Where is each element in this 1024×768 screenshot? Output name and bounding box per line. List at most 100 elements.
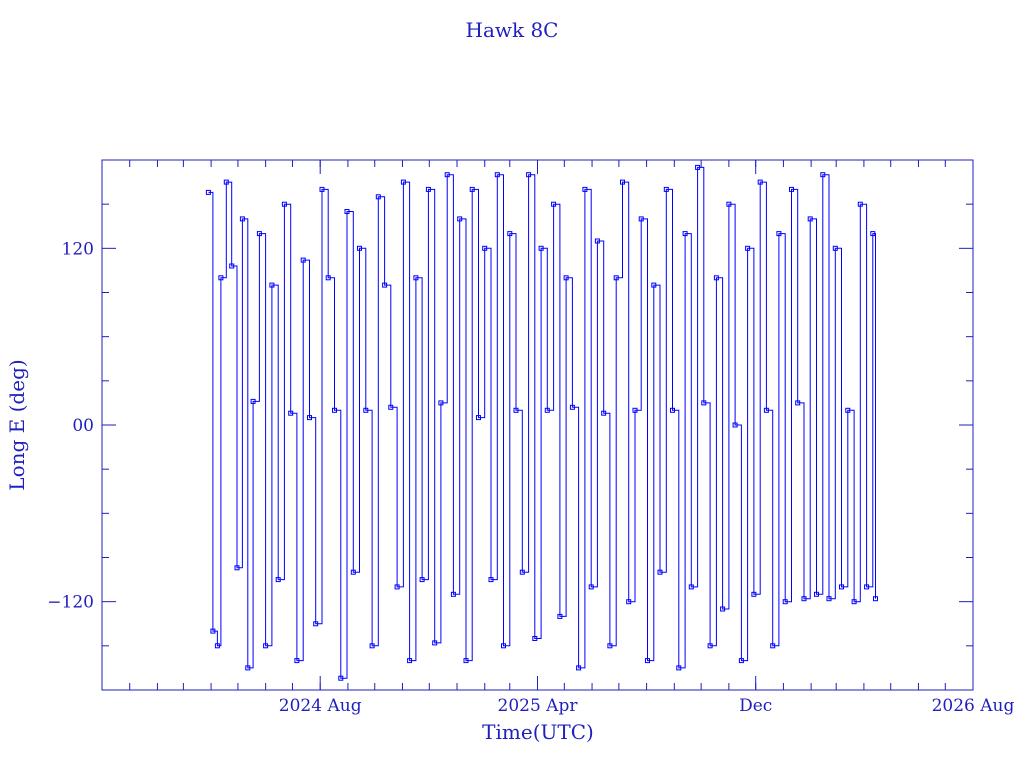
y-tick-label: 120 xyxy=(62,239,94,259)
data-point-marker xyxy=(457,216,463,222)
data-point-marker xyxy=(845,407,851,413)
data-point-marker xyxy=(651,282,657,288)
data-point-marker xyxy=(344,209,350,214)
data-point-marker xyxy=(281,201,287,207)
data-point-marker xyxy=(551,201,557,207)
data-point-marker xyxy=(275,577,281,583)
data-point-marker xyxy=(795,400,801,406)
data-point-marker xyxy=(325,275,331,281)
series-group xyxy=(205,164,878,681)
data-point-marker xyxy=(450,591,456,597)
data-point-marker xyxy=(369,643,375,649)
data-point-marker xyxy=(394,584,400,590)
data-point-marker xyxy=(256,231,262,237)
data-point-marker xyxy=(713,275,719,281)
data-point-marker xyxy=(751,591,757,597)
data-point-marker xyxy=(688,584,694,590)
x-axis-label: Time(UTC) xyxy=(482,720,594,744)
data-point-marker xyxy=(576,665,582,671)
y-tick-label: 00 xyxy=(72,416,94,436)
data-point-marker xyxy=(482,245,488,251)
data-point-marker xyxy=(288,410,294,416)
data-point-marker xyxy=(695,164,701,170)
data-point-marker xyxy=(488,577,494,583)
series-line xyxy=(208,166,876,679)
data-point-marker xyxy=(513,407,519,413)
data-point-marker xyxy=(701,400,707,406)
data-point-marker xyxy=(557,613,563,619)
data-point-marker xyxy=(663,186,669,192)
x-tick-group: 2024 Aug 2025 Apr Dec 2026 Aug xyxy=(129,160,1015,716)
data-point-marker xyxy=(229,263,235,269)
x-tick-label: 2026 Aug xyxy=(932,696,1015,716)
data-point-marker xyxy=(620,179,625,185)
data-point-marker xyxy=(732,422,738,428)
data-point-marker xyxy=(544,407,550,413)
data-point-marker xyxy=(519,569,525,575)
data-point-marker xyxy=(851,599,857,605)
data-point-marker xyxy=(350,569,356,575)
data-point-marker xyxy=(801,596,807,602)
data-point-marker xyxy=(870,231,876,237)
data-point-marker xyxy=(218,275,224,281)
data-point-marker xyxy=(757,179,763,185)
data-point-marker xyxy=(210,628,216,634)
data-point-marker xyxy=(363,407,369,413)
data-point-marker xyxy=(532,636,538,641)
data-point-marker xyxy=(582,186,588,192)
data-point-marker xyxy=(676,665,682,671)
data-point-marker xyxy=(419,577,425,583)
data-point-marker xyxy=(463,658,469,664)
data-point-marker xyxy=(245,665,251,671)
data-point-marker xyxy=(720,606,726,612)
data-point-marker xyxy=(338,675,344,681)
data-point-marker xyxy=(814,591,819,597)
data-point-marker xyxy=(707,643,713,649)
x-tick-label: 2024 Aug xyxy=(279,696,362,716)
data-point-marker xyxy=(300,257,306,263)
data-point-marker xyxy=(789,186,794,192)
data-point-marker xyxy=(563,275,569,281)
data-point-marker xyxy=(269,282,275,288)
data-point-marker xyxy=(476,415,481,421)
data-point-marker xyxy=(432,640,438,646)
y-axis-label: Long E (deg) xyxy=(5,359,29,490)
chart-title: Hawk 8C xyxy=(466,18,559,42)
data-point-marker xyxy=(569,404,575,410)
data-point-marker xyxy=(594,238,600,244)
data-point-marker xyxy=(438,400,444,406)
data-point-marker xyxy=(770,643,776,649)
data-point-marker xyxy=(239,216,245,222)
data-point-marker xyxy=(263,643,269,649)
data-point-marker xyxy=(507,231,513,237)
data-point-marker xyxy=(413,275,419,281)
data-point-marker xyxy=(670,407,675,413)
data-point-marker xyxy=(607,643,613,649)
data-point-marker xyxy=(613,275,619,281)
data-point-marker xyxy=(494,172,500,178)
data-point-marker xyxy=(223,179,229,185)
data-point-marker xyxy=(538,245,544,251)
data-point-marker xyxy=(205,189,211,195)
data-point-marker xyxy=(839,584,844,590)
data-point-marker xyxy=(400,179,406,185)
data-point-marker xyxy=(832,245,838,251)
data-point-marker xyxy=(826,596,832,602)
data-point-marker xyxy=(820,172,826,178)
data-point-marker xyxy=(425,186,431,192)
x-tick-label: Dec xyxy=(739,696,772,716)
data-point-marker xyxy=(375,194,381,200)
y-tick-label: −120 xyxy=(47,593,94,613)
data-point-marker xyxy=(807,216,813,222)
data-point-marker xyxy=(738,658,744,664)
data-point-marker xyxy=(388,404,394,410)
data-point-marker xyxy=(857,201,863,207)
data-point-marker xyxy=(745,245,751,251)
data-point-marker xyxy=(782,599,788,605)
data-point-marker xyxy=(214,643,220,649)
data-point-marker xyxy=(632,407,638,413)
data-point-marker xyxy=(307,415,312,421)
data-point-marker xyxy=(776,231,782,237)
